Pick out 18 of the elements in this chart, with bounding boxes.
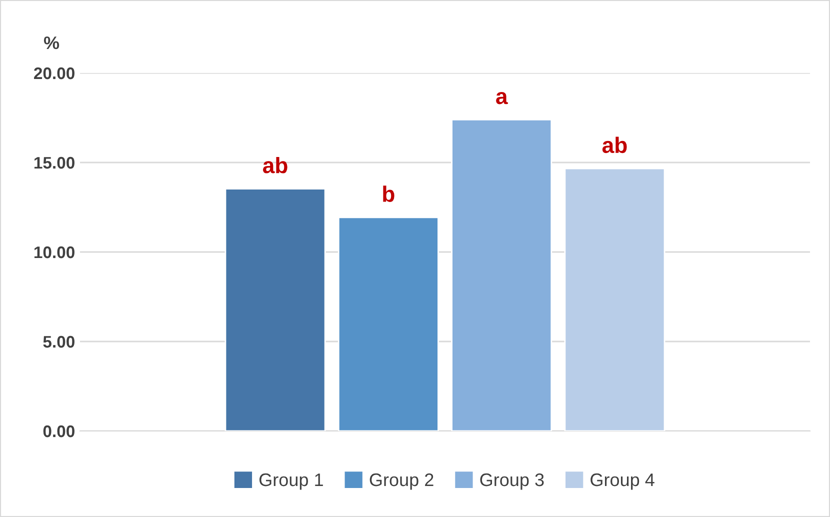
legend-label: Group 4 — [590, 473, 654, 490]
y-tick-label: 5.00 — [43, 336, 74, 348]
annotation: ab — [262, 156, 288, 174]
bar — [338, 216, 439, 431]
bar — [224, 188, 326, 431]
annotation: ab — [602, 136, 627, 154]
bar — [564, 168, 666, 431]
annotation: a — [496, 92, 508, 104]
bar — [451, 119, 552, 431]
y-tick-label: 10.00 — [34, 246, 74, 258]
legend-label: Group 2 — [370, 473, 434, 490]
legend-label: Group 1 — [259, 473, 323, 490]
y-tick-label: 20.00 — [34, 67, 74, 80]
y-tick-label: 0.00 — [43, 425, 74, 438]
y-tick-label: 15.00 — [34, 156, 74, 169]
y-axis-title: % — [44, 36, 60, 50]
annotation: b — [383, 186, 394, 202]
legend-label: Group 3 — [480, 473, 544, 490]
